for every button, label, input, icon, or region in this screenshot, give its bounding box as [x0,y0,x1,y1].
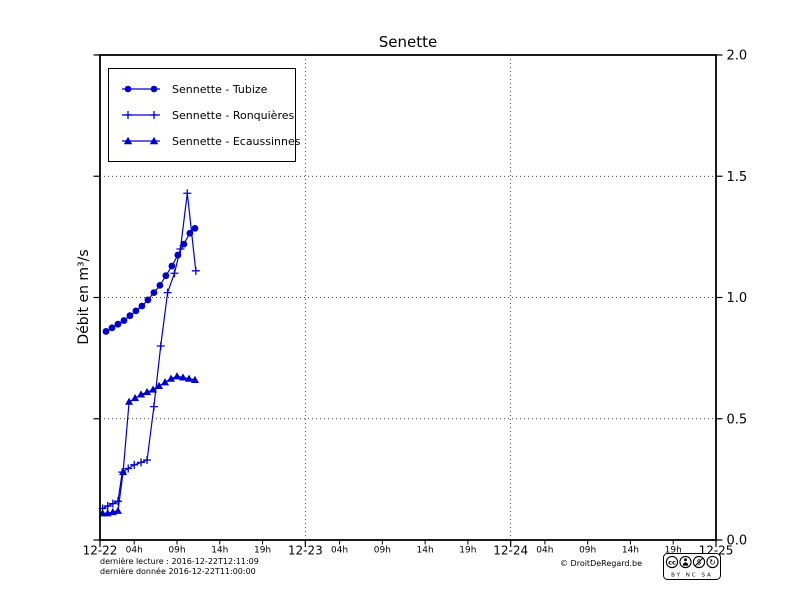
x-major-tick-label: 12-24 [493,544,528,558]
data-point-marker [150,289,158,297]
data-point-marker [108,324,116,332]
data-point-marker [114,320,122,328]
data-point-marker [149,402,158,411]
data-point-marker [120,317,128,324]
data-point-marker [126,312,134,320]
legend-item-ecaussinnes: Sennette - Ecaussinnes [119,128,301,154]
data-point-marker [130,460,139,469]
svg-text:↻: ↻ [709,558,716,567]
data-point-marker [173,372,181,380]
x-major-tick-label: 12-22 [83,544,118,558]
gridlines [100,55,716,540]
data-point-marker [138,302,146,310]
legend-label: Sennette - Tubize [172,82,268,96]
x-minor-tick-label: 19h [459,546,476,556]
data-point-marker [137,458,146,467]
data-point-marker [149,385,158,393]
y-tick-label: 0.0 [727,534,748,549]
data-point-marker [184,374,193,382]
data-point-marker [180,240,188,248]
legend: Sennette - Tubize Sennette - Ronquières … [108,68,301,162]
y-tick-label: 0.5 [727,412,748,427]
series-group [98,189,200,517]
legend-marker-circle-icon [122,85,160,93]
data-point-marker [143,387,152,396]
cc-icon-label: cc [668,558,676,566]
legend-marker-triangle-icon [122,136,160,145]
cc-license-badge: cc $ ↻ BY NC SA [663,553,721,580]
x-minor-tick-label: 19h [665,546,682,556]
data-point-marker [137,390,146,398]
data-point-marker [125,397,134,405]
x-minor-tick-label: 14h [417,546,434,556]
data-point-marker [113,497,122,506]
footer-status: dernière lecture : 2016-12-22T12:11:09 d… [100,557,259,577]
data-point-marker [168,262,176,270]
data-point-marker [143,455,152,464]
y-tick-label: 1.0 [727,291,748,306]
copyright-text: © DroitDeRegard.be [560,559,643,568]
data-point-marker [131,393,140,402]
data-point-marker [132,307,140,315]
data-point-marker [178,373,187,381]
data-point-marker [183,189,192,198]
legend-label: Sennette - Ecaussinnes [172,134,301,148]
data-point-marker [191,224,199,232]
by-person-icon [679,555,692,569]
x-minor-tick-label: 09h [579,546,596,556]
x-minor-tick-label: 14h [211,546,228,556]
data-point-marker [167,374,176,382]
sa-share-alike-icon: ↻ [706,555,719,569]
x-minor-tick-label: 04h [536,546,553,556]
data-point-marker [163,288,172,297]
x-minor-tick-label: 09h [374,546,391,556]
last-reading-text: dernière lecture : 2016-12-22T12:11:09 [100,557,259,566]
data-point-marker [144,296,152,304]
data-point-marker [176,245,185,253]
x-minor-tick-label: 04h [126,546,143,556]
y-tick-label: 2.0 [727,49,748,64]
data-point-marker [156,342,165,350]
legend-item-ronquieres: Sennette - Ronquières [119,102,294,128]
data-point-marker [161,378,170,386]
data-point-marker [102,328,110,335]
chart-title: Senette [378,33,438,51]
y-axis-label: Débit en m³/s [76,249,92,345]
legend-item-tubize: Sennette - Tubize [119,76,285,102]
data-point-marker [191,266,200,275]
data-point-marker [155,381,164,390]
data-point-marker [108,499,117,508]
x-minor-tick-label: 19h [254,546,271,556]
data-point-marker [162,272,170,280]
cc-icon [665,555,679,569]
x-minor-tick-label: 04h [331,546,348,556]
x-minor-tick-label: 14h [622,546,639,556]
data-point-marker [124,464,133,473]
license-terms-label: BY NC SA [671,573,713,579]
last-data-text: dernière donnée 2016-12-22T11:00:00 [100,567,256,576]
data-point-marker [190,375,199,383]
nc-no-dollar-icon: $ [692,555,706,569]
data-point-marker [170,269,179,278]
data-point-marker [156,281,164,289]
data-point-marker [103,502,112,511]
legend-marker-plus-icon [122,111,160,119]
data-point-marker [119,467,128,476]
x-major-tick-label: 12-23 [288,544,323,558]
series-line [102,193,197,510]
x-minor-tick-label: 09h [168,546,185,556]
legend-label: Sennette - Ronquières [172,108,295,122]
y-tick-label: 1.5 [727,170,748,185]
data-point-marker [113,506,122,514]
